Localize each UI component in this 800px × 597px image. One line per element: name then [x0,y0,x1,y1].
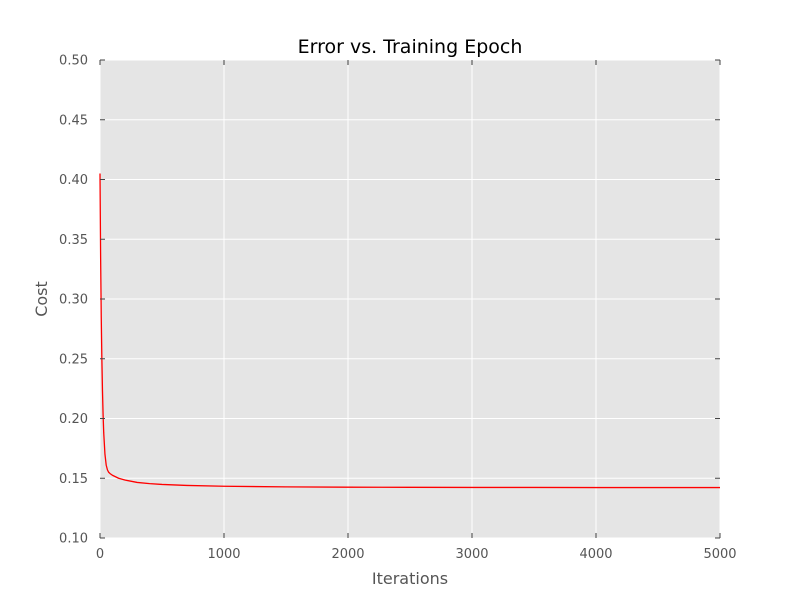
y-tick-label: 0.30 [59,293,88,308]
y-tick-label: 0.50 [59,54,88,69]
y-tick-label: 0.20 [59,412,88,427]
x-tick-label: 5000 [703,547,736,562]
chart-title: Error vs. Training Epoch [298,36,523,58]
x-tick-label: 2000 [331,547,364,562]
tick-labels: 0 1000 2000 3000 4000 5000 0.10 0.15 0.20 0.25 0.3… [59,54,737,563]
y-axis-label: Cost [32,281,51,317]
y-tick-label: 0.25 [59,352,88,367]
x-tick-label: 1000 [207,547,240,562]
grid-lines [99,59,721,539]
x-tick-label: 4000 [579,547,612,562]
series-line-cost [99,173,720,489]
y-tick-label: 0.45 [59,113,88,128]
y-tick-label: 0.15 [59,472,88,487]
x-tick-label: 3000 [455,547,488,562]
y-tick-label: 0.35 [59,233,88,248]
axis-ticks [99,59,721,539]
x-tick-label: 0 [96,547,104,562]
x-axis-label: Iterations [372,569,448,588]
series-layer [99,173,720,489]
y-tick-label: 0.10 [59,532,88,547]
y-tick-label: 0.40 [59,173,88,188]
